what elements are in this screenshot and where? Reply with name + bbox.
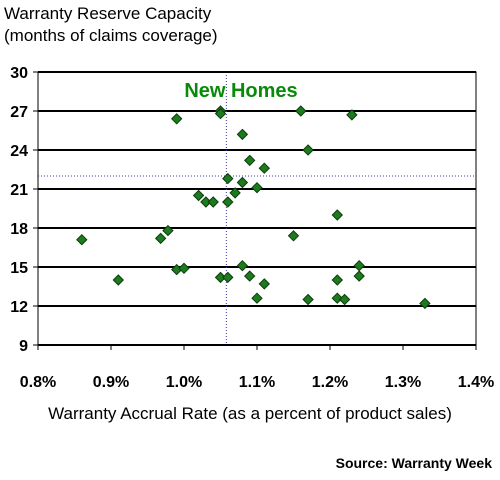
data-point xyxy=(287,230,300,242)
data-point xyxy=(251,181,263,194)
data-point xyxy=(222,271,234,284)
data-point xyxy=(331,274,344,286)
chart-title: Warranty Reserve Capacity xyxy=(4,4,212,23)
data-point xyxy=(236,176,249,189)
reference-lines xyxy=(38,72,476,345)
data-point xyxy=(243,154,256,167)
data-point xyxy=(302,293,314,306)
data-point xyxy=(295,105,307,117)
y-tick-label: 15 xyxy=(10,260,28,277)
grid-lines xyxy=(38,110,476,307)
data-point xyxy=(419,297,431,310)
data-point xyxy=(353,259,365,272)
data-points xyxy=(76,105,431,310)
x-tick-labels: 0.8% 0.9% 1.0% 1.1% 1.2% 1.3% 1.4% xyxy=(20,374,494,391)
data-point xyxy=(338,293,351,306)
x-tick-label: 1.2% xyxy=(312,374,348,391)
data-point xyxy=(154,232,167,245)
data-point xyxy=(229,187,241,199)
x-tick-label: 0.8% xyxy=(20,374,56,391)
y-tick-label: 27 xyxy=(10,104,28,121)
data-point xyxy=(243,270,256,282)
y-tick-label: 9 xyxy=(19,338,28,355)
x-axis-label: Warranty Accrual Rate (as a percent of p… xyxy=(48,404,452,423)
data-point xyxy=(162,224,174,237)
source-note: Source: Warranty Week xyxy=(335,455,492,471)
y-tick-label: 30 xyxy=(10,65,28,82)
y-tick-label: 21 xyxy=(10,182,28,199)
data-point xyxy=(222,172,234,185)
x-tick-label: 1.0% xyxy=(166,374,202,391)
data-point xyxy=(112,274,125,286)
data-point xyxy=(258,278,271,290)
plot-area-border xyxy=(37,71,477,346)
x-tick-label: 1.1% xyxy=(239,374,275,391)
x-tick-label: 1.3% xyxy=(385,374,421,391)
data-point xyxy=(170,113,183,125)
data-point xyxy=(178,262,190,275)
y-tick-label: 24 xyxy=(10,143,28,160)
chart-subtitle: (months of claims coverage) xyxy=(4,26,218,45)
data-point xyxy=(331,209,344,221)
data-point xyxy=(236,259,249,272)
y-tick-label: 12 xyxy=(10,299,28,316)
data-point xyxy=(222,196,234,208)
y-tick-label: 18 xyxy=(10,221,28,238)
data-point xyxy=(236,128,249,141)
data-point xyxy=(353,270,365,282)
x-tick-label: 1.4% xyxy=(458,374,494,391)
data-point xyxy=(214,107,227,120)
data-point xyxy=(302,144,314,156)
data-point xyxy=(258,162,271,174)
annotation-new-homes: New Homes xyxy=(184,80,297,102)
x-tick-label: 0.9% xyxy=(93,374,129,391)
data-point xyxy=(346,109,358,121)
data-point xyxy=(251,292,263,304)
data-point xyxy=(192,189,205,202)
y-tick-labels: 9 12 15 18 21 24 27 30 xyxy=(10,65,28,355)
plot-frame xyxy=(33,71,477,350)
data-point xyxy=(76,233,88,246)
data-point xyxy=(331,292,344,304)
data-point xyxy=(207,196,219,208)
